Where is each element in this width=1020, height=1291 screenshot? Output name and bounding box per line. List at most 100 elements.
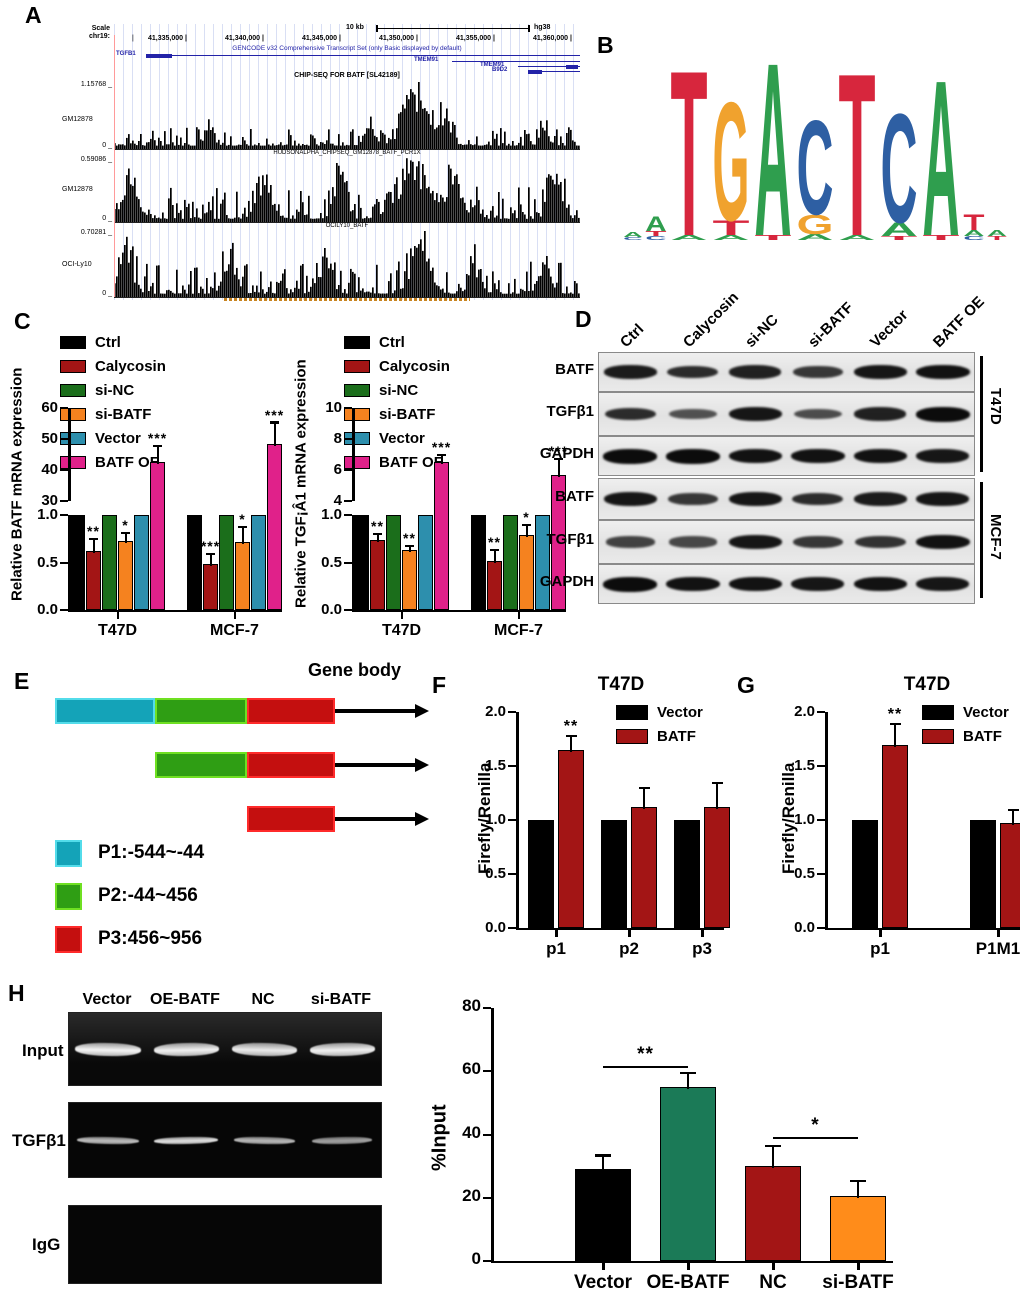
bar xyxy=(631,807,657,928)
axis-tick-label: 0.0 xyxy=(321,601,342,618)
gel-row-label: IgG xyxy=(32,1235,61,1254)
bar xyxy=(402,550,417,610)
x-category-label: T47D xyxy=(97,622,138,639)
axis-tick-label: 80 xyxy=(462,996,481,1015)
error-bar-cap xyxy=(206,552,215,555)
protein-band xyxy=(792,492,844,506)
legend-label: Vector xyxy=(657,704,703,721)
error-bar xyxy=(273,423,276,446)
browser-left-gutter: Scale chr19: 1.15768 _ GM12878 0 _ 0.59086 … xyxy=(62,24,114,300)
logo-letter-C: C xyxy=(645,235,666,241)
protein-band xyxy=(916,491,970,507)
cell-line-label: MCF-7 xyxy=(987,514,1004,560)
gel-box-igg xyxy=(68,1205,382,1284)
gel-lane-header: OE-BATF xyxy=(150,991,220,1008)
x-category-label: MCF-7 xyxy=(494,622,543,639)
error-bar xyxy=(241,528,244,544)
plot-area: 0.0 0.5 1.0 30 40 50 60 ** * *** T47D *** * *** MCF-7 xyxy=(37,399,283,639)
blot-strip xyxy=(598,392,975,436)
significance-stars: *** xyxy=(431,439,452,456)
transcription-arrow-head xyxy=(415,812,429,826)
bar xyxy=(528,820,554,928)
track-cell-label: OCI-Ly10 xyxy=(62,261,92,268)
error-bar xyxy=(716,784,719,810)
legend-label: Ctrl xyxy=(95,334,121,351)
lane-header: BATF OE xyxy=(929,293,988,351)
bar xyxy=(830,1196,886,1261)
significance-stars: * xyxy=(811,1115,820,1137)
legend-column: si-BATF Vector BATF OE xyxy=(60,406,160,478)
lane-header: Vector xyxy=(867,306,912,351)
chart-batf-mrna: Relative BATF mRNA expression Ctrl Calyco… xyxy=(6,330,288,639)
gel-lane-header: NC xyxy=(251,991,275,1008)
axis-tick-label: 0 xyxy=(471,1249,481,1268)
assembly-label: hg38 xyxy=(534,24,551,31)
logo-letter-T: T xyxy=(839,52,876,284)
legend-swatch xyxy=(616,729,648,744)
x-axis-tick xyxy=(233,612,236,619)
bar xyxy=(418,515,433,610)
gene-exon-box xyxy=(146,54,172,58)
signal-histogram xyxy=(114,158,580,222)
legend-item: si-NC xyxy=(60,382,166,399)
signal-track-gm12878-2 xyxy=(114,158,580,223)
gene-line xyxy=(172,55,580,56)
gel-lane-header: si-BATF xyxy=(310,991,372,1008)
legend-item: BATF xyxy=(922,728,1009,745)
x-category-label: si-BATF xyxy=(822,1272,894,1291)
logo-letter-T: T xyxy=(713,217,750,240)
cursor-line xyxy=(114,35,115,297)
protein-band xyxy=(791,448,845,464)
bar xyxy=(745,1166,801,1261)
gene-label: TMEM91 xyxy=(480,62,505,68)
panel-label-c: C xyxy=(14,308,31,334)
gel-row-label: Input xyxy=(22,1041,64,1060)
legend-label: Vector xyxy=(379,430,425,447)
legend-item: si-BATF xyxy=(344,406,444,423)
axis-tick-label: 1.0 xyxy=(485,811,506,828)
error-bar-cap xyxy=(638,786,650,789)
legend-item: BATF OE xyxy=(60,454,160,471)
track-max-value: 0.70281 _ xyxy=(80,229,112,236)
error-bar-cap xyxy=(89,537,98,540)
x-axis-tick xyxy=(772,1263,775,1270)
legend-label: si-BATF xyxy=(95,406,152,423)
dna-band xyxy=(153,1041,219,1057)
protein-band xyxy=(853,364,907,380)
axis-tick xyxy=(344,609,352,611)
axis-tick-label: 6 xyxy=(333,461,342,478)
construct-segment-p3 xyxy=(247,806,335,832)
track-min-value: 0 _ xyxy=(102,290,112,297)
blot-strip xyxy=(598,520,975,564)
plot-area: 0.0 0.5 1.0 4 6 8 10 ** ** *** T47D ** * *** MCF-7 xyxy=(321,399,567,639)
panel-label-a: A xyxy=(25,2,42,28)
logo-letter-T: T xyxy=(923,234,960,242)
logo-letter-C: C xyxy=(881,82,918,256)
x-category-label: p3 xyxy=(692,939,712,958)
axis-tick-label: 1.0 xyxy=(321,506,342,523)
protein-band xyxy=(603,576,658,592)
axis-tick-label: 40 xyxy=(41,461,58,478)
coordinate-ruler: | 41,335,000 | 41,340,000 | 41,345,000 | 41,… xyxy=(114,35,580,45)
legend-swatch xyxy=(616,705,648,720)
error-bar xyxy=(894,724,897,748)
bar xyxy=(187,515,202,610)
coordinate-label: 41,355,000 | xyxy=(456,35,495,42)
construct-segment-p3 xyxy=(247,752,335,778)
axis-tick-label: 2.0 xyxy=(485,703,506,720)
axis-tick xyxy=(508,873,516,875)
error-bar xyxy=(772,1147,775,1169)
axis-tick-label: 0.5 xyxy=(321,553,342,571)
protein-band xyxy=(855,535,906,549)
legend-item: si-NC xyxy=(344,382,450,399)
axis-tick xyxy=(344,469,352,471)
construct-segment-p1 xyxy=(55,698,155,724)
logo-letter-A: A xyxy=(623,231,642,239)
construct-legend-swatch xyxy=(55,926,82,953)
protein-band xyxy=(728,491,782,507)
bar xyxy=(503,515,518,610)
panel-label-g: G xyxy=(737,672,755,698)
logo-letter-C: C xyxy=(623,236,642,241)
axis-tick xyxy=(817,765,825,767)
protein-band xyxy=(668,536,717,548)
